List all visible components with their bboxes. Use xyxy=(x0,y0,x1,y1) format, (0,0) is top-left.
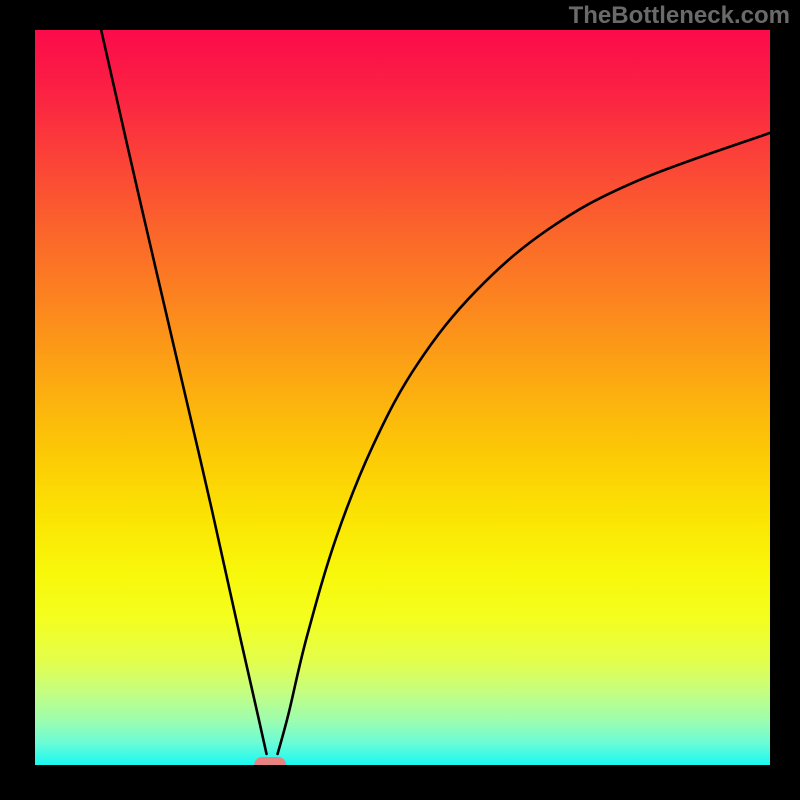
chart-background xyxy=(35,30,770,765)
bottleneck-chart xyxy=(35,30,770,765)
watermark-text: TheBottleneck.com xyxy=(569,2,790,30)
optimal-point-marker xyxy=(254,757,286,765)
